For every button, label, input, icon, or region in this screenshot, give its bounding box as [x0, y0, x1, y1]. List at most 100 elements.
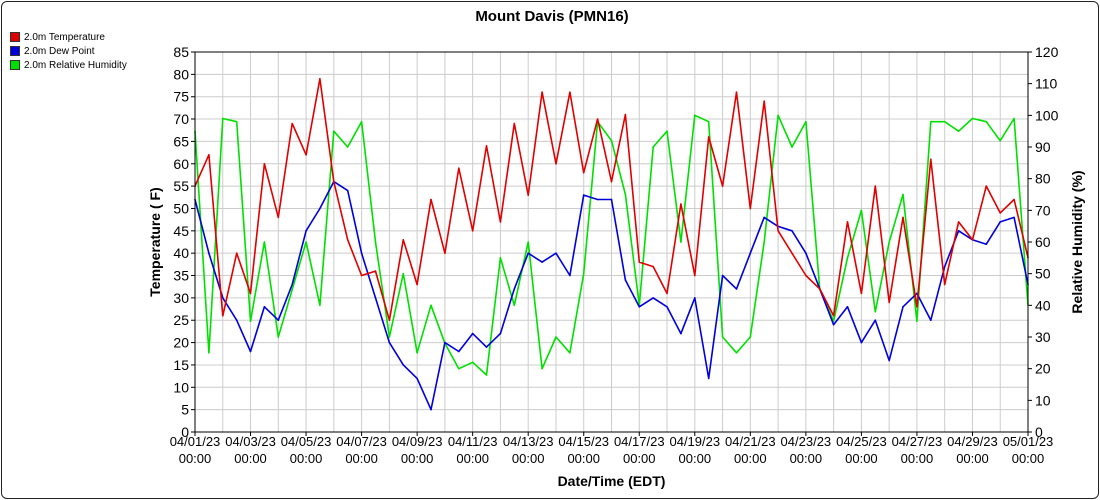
data-point-2-0m-relative-humidity [860, 209, 863, 212]
data-point-2-0m-dew-point [235, 319, 238, 322]
data-point-2-0m-dew-point [610, 198, 613, 201]
legend-swatch-temperature [10, 32, 20, 42]
data-point-2-0m-dew-point [527, 252, 529, 254]
data-point-2-0m-dew-point [319, 207, 321, 210]
data-point-2-0m-temperature [485, 145, 488, 147]
legend-item-dew-point[interactable]: 2.0m Dew Point [10, 44, 127, 58]
data-point-2-0m-relative-humidity [888, 241, 890, 243]
data-point-2-0m-temperature [666, 292, 668, 295]
data-point-2-0m-dew-point [957, 230, 960, 232]
data-point-2-0m-relative-humidity [916, 320, 918, 323]
x-tick-label-date: 04/27/23 [892, 434, 943, 449]
data-point-2-0m-dew-point [902, 306, 904, 308]
legend-label-dew-point: 2.0m Dew Point [24, 45, 95, 57]
y-axis-right-ticks: 0 10 20 30 40 50 60 70 80 90 100 110 120 [1028, 44, 1059, 440]
x-tick-label-time: 00:00 [956, 451, 989, 466]
data-point-2-0m-dew-point [735, 288, 738, 290]
x-tick-label-time: 00:00 [345, 451, 378, 466]
data-point-2-0m-dew-point [541, 261, 543, 263]
x-tick-label-time: 00:00 [290, 451, 323, 466]
x-axis-label: Date/Time (EDT) [558, 473, 666, 489]
data-point-2-0m-temperature [819, 288, 821, 290]
data-point-2-0m-relative-humidity [943, 120, 946, 123]
data-point-2-0m-relative-humidity [208, 352, 210, 354]
data-point-2-0m-temperature [319, 78, 321, 80]
data-point-2-0m-relative-humidity [846, 257, 849, 259]
data-point-2-0m-relative-humidity [346, 146, 349, 148]
legend-item-temperature[interactable]: 2.0m Temperature [10, 30, 127, 44]
data-point-2-0m-dew-point [582, 194, 585, 196]
data-point-2-0m-dew-point [208, 252, 210, 254]
x-tick-label-date: 04/19/23 [669, 434, 720, 449]
data-point-2-0m-temperature [874, 185, 877, 187]
data-point-2-0m-relative-humidity [374, 241, 377, 243]
y-tick-label: 30 [173, 290, 189, 306]
legend-swatch-relative-humidity [10, 60, 20, 70]
y-tick-label: 40 [173, 245, 189, 261]
data-point-2-0m-temperature [957, 221, 960, 223]
x-tick-label-date: 04/29/23 [947, 434, 998, 449]
data-point-2-0m-temperature [832, 315, 835, 317]
x-tick-label-date: 04/07/23 [336, 434, 387, 449]
x-tick-label-date: 04/23/23 [781, 434, 832, 449]
data-point-2-0m-temperature [652, 265, 654, 268]
data-point-2-0m-relative-humidity [694, 114, 696, 117]
y-tick-label: 35 [173, 268, 189, 284]
chart-title: Mount Davis (PMN16) [475, 8, 628, 25]
data-point-2-0m-relative-humidity [541, 367, 543, 370]
data-point-2-0m-temperature [805, 274, 807, 277]
data-point-2-0m-dew-point [860, 341, 863, 344]
y-tick-label: 20 [173, 335, 189, 351]
data-point-2-0m-temperature [222, 315, 224, 317]
data-point-2-0m-relative-humidity [277, 336, 280, 338]
data-point-2-0m-relative-humidity [721, 336, 724, 338]
data-point-2-0m-relative-humidity [763, 241, 765, 243]
data-point-2-0m-dew-point [555, 252, 557, 254]
data-point-2-0m-temperature [346, 239, 349, 241]
y-tick-label: 25 [173, 312, 189, 328]
data-point-2-0m-dew-point [943, 265, 946, 268]
data-point-2-0m-dew-point [596, 198, 599, 201]
data-point-2-0m-relative-humidity [985, 120, 988, 123]
y2-tick-label: 110 [1035, 76, 1058, 92]
data-point-2-0m-dew-point [624, 279, 627, 281]
y-axis-right-label: Relative Humidity (%) [1069, 170, 1085, 313]
data-point-2-0m-relative-humidity [707, 120, 710, 123]
data-point-2-0m-dew-point [444, 341, 446, 344]
data-point-2-0m-relative-humidity [805, 120, 807, 123]
data-point-2-0m-relative-humidity [402, 272, 405, 275]
data-point-2-0m-temperature [527, 194, 529, 196]
x-tick-label-date: 04/15/23 [558, 434, 609, 449]
y-tick-label: 10 [173, 379, 189, 395]
y2-tick-label: 70 [1035, 202, 1051, 218]
y2-tick-label: 40 [1035, 297, 1051, 313]
x-tick-label-time: 00:00 [456, 451, 489, 466]
x-tick-label-time: 00:00 [234, 451, 267, 466]
x-tick-label-time: 00:00 [1012, 451, 1045, 466]
data-point-2-0m-dew-point [222, 297, 224, 299]
legend-item-relative-humidity[interactable]: 2.0m Relative Humidity [10, 58, 127, 72]
data-point-2-0m-dew-point [430, 408, 432, 411]
data-point-2-0m-dew-point [458, 350, 460, 353]
data-point-2-0m-temperature [249, 292, 252, 295]
y2-tick-label: 0 [1035, 424, 1043, 440]
data-point-2-0m-temperature [791, 252, 793, 254]
data-point-2-0m-temperature [985, 185, 988, 187]
data-point-2-0m-relative-humidity [360, 120, 363, 123]
data-point-2-0m-relative-humidity [652, 146, 654, 148]
data-point-2-0m-temperature [916, 306, 918, 308]
data-point-2-0m-dew-point [680, 332, 682, 335]
x-tick-label-time: 00:00 [845, 451, 878, 466]
data-point-2-0m-temperature [208, 154, 210, 156]
y-tick-label: 5 [181, 402, 189, 418]
data-point-2-0m-relative-humidity [333, 130, 335, 132]
data-point-2-0m-temperature [846, 221, 849, 223]
data-point-2-0m-relative-humidity [416, 352, 418, 354]
data-point-2-0m-dew-point [1013, 216, 1015, 219]
y-axis-left-label: Temperature ( F) [147, 187, 163, 296]
data-point-2-0m-relative-humidity [485, 374, 488, 376]
data-point-2-0m-relative-humidity [791, 146, 793, 148]
data-point-2-0m-dew-point [763, 216, 765, 219]
y-tick-label: 65 [173, 133, 189, 149]
